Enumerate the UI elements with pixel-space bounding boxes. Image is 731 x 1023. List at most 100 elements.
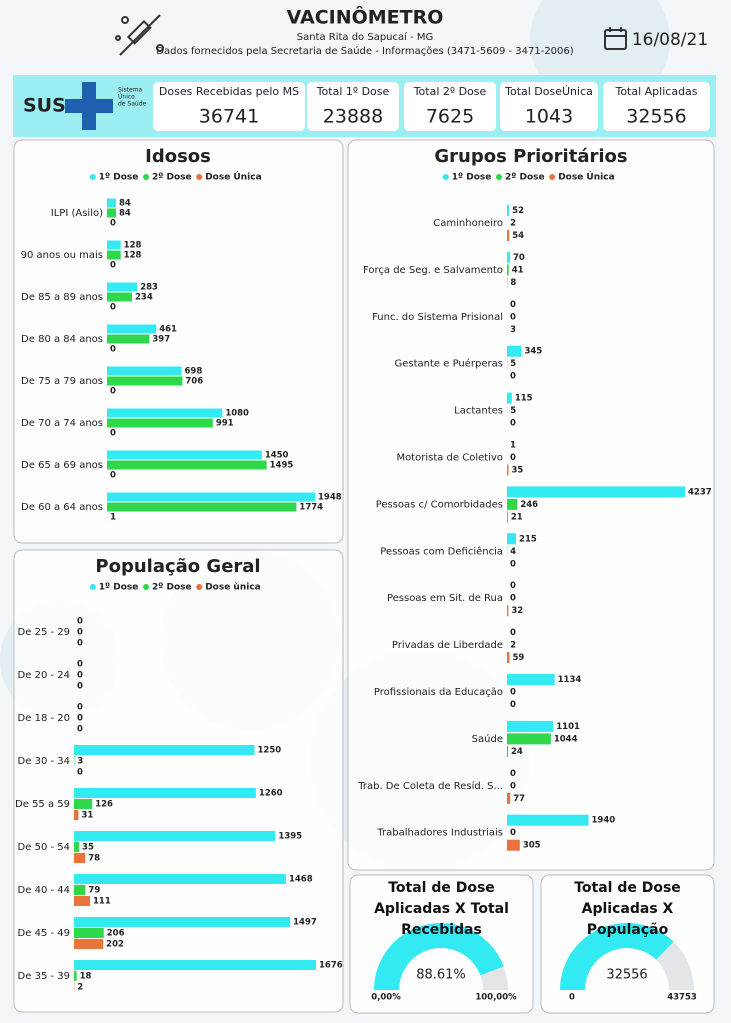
bar bbox=[74, 810, 79, 820]
category-label: De 85 a 89 anos bbox=[21, 292, 103, 303]
bar bbox=[74, 939, 104, 949]
bar bbox=[107, 418, 213, 428]
logo-cross bbox=[65, 82, 113, 130]
value-label: 111 bbox=[93, 897, 111, 907]
value-label: 0 bbox=[510, 828, 516, 838]
bar bbox=[74, 896, 91, 906]
value-label: 0 bbox=[510, 781, 516, 791]
legend-label: 1º Dose bbox=[99, 173, 139, 183]
value-label: 1395 bbox=[278, 832, 302, 842]
value-label: 0 bbox=[77, 639, 83, 649]
value-label: 0 bbox=[510, 419, 516, 429]
chart-title: População Geral bbox=[95, 556, 260, 577]
value-label: 18 bbox=[80, 972, 92, 982]
logo-line: Único bbox=[118, 94, 135, 101]
value-label: 0 bbox=[110, 219, 116, 229]
value-label: 0 bbox=[510, 300, 516, 310]
value-label: 32 bbox=[511, 606, 523, 616]
legend-marker bbox=[143, 584, 149, 590]
bar bbox=[74, 874, 286, 884]
bar bbox=[107, 376, 183, 386]
gauge-min: 0 bbox=[569, 993, 575, 1003]
value-label: 21 bbox=[511, 512, 523, 522]
category-label: ILPI (Asilo) bbox=[51, 208, 103, 219]
category-label: Trab. De Coleta de Resíd. S... bbox=[357, 780, 503, 792]
category-label: Gestante e Puérperas bbox=[395, 358, 504, 370]
value-label: 1497 bbox=[293, 918, 317, 928]
kpi-label: Total DoseÚnica bbox=[504, 85, 593, 98]
bar bbox=[507, 792, 511, 804]
category-label: De 50 - 54 bbox=[18, 842, 70, 853]
bar bbox=[74, 831, 276, 841]
category-label: De 25 - 29 bbox=[18, 627, 70, 638]
value-label: 77 bbox=[513, 794, 525, 804]
bar bbox=[74, 853, 86, 863]
value-label: 0 bbox=[77, 714, 83, 724]
bar bbox=[507, 230, 510, 241]
value-label: 0 bbox=[510, 372, 516, 382]
category-label: Pessoas com Deficiência bbox=[380, 545, 503, 557]
category-label: De 75 a 79 anos bbox=[21, 376, 103, 387]
header-title: VACINÔMETRO bbox=[287, 5, 444, 29]
category-label: Func. do Sistema Prisional bbox=[372, 312, 503, 323]
category-label: Força de Seg. e Salvamento bbox=[363, 265, 503, 276]
kpi-label: Total 1º Dose bbox=[316, 85, 390, 98]
chart-title: Grupos Prioritários bbox=[434, 146, 627, 167]
legend-label: 1º Dose bbox=[99, 583, 139, 593]
header-subtitle: Santa Rita do Sapucaí - MG bbox=[297, 31, 434, 43]
category-label: 90 anos ou mais bbox=[21, 250, 103, 261]
value-label: 0 bbox=[77, 682, 83, 692]
bar bbox=[107, 450, 262, 460]
value-label: 1250 bbox=[257, 746, 281, 756]
bar bbox=[107, 502, 297, 512]
gauge-max: 43753 bbox=[667, 993, 697, 1003]
legend-marker bbox=[442, 174, 449, 180]
bar bbox=[107, 460, 267, 470]
legend-marker bbox=[196, 174, 203, 180]
legend-marker bbox=[89, 174, 96, 180]
value-label: 3 bbox=[77, 757, 83, 767]
bar bbox=[507, 498, 518, 510]
value-label: 234 bbox=[135, 293, 153, 303]
value-label: 0 bbox=[510, 453, 516, 463]
value-label: 991 bbox=[216, 419, 234, 429]
value-label: 1101 bbox=[556, 722, 580, 732]
category-label: Caminhoneiro bbox=[433, 218, 503, 229]
value-label: 0 bbox=[77, 660, 83, 670]
kpi-label: Total Aplicadas bbox=[614, 85, 697, 98]
value-label: 1495 bbox=[270, 461, 294, 471]
kpi-value: 32556 bbox=[626, 106, 686, 128]
header-source: Dados fornecidos pela Secretaria de Saúd… bbox=[156, 45, 573, 57]
value-label: 0 bbox=[110, 261, 116, 271]
value-label: 128 bbox=[124, 251, 142, 261]
bar bbox=[507, 486, 685, 498]
bar bbox=[107, 282, 138, 292]
value-label: 0 bbox=[110, 345, 116, 355]
value-label: 84 bbox=[119, 209, 131, 219]
value-label: 0 bbox=[77, 617, 83, 627]
category-label: De 40 - 44 bbox=[18, 885, 70, 896]
value-label: 0 bbox=[110, 429, 116, 439]
value-label: 305 bbox=[523, 841, 541, 851]
value-label: 84 bbox=[119, 199, 131, 209]
value-label: 31 bbox=[81, 811, 93, 821]
chart-title: Idosos bbox=[145, 146, 211, 167]
value-label: 1940 bbox=[592, 816, 616, 826]
legend-label: Dose Única bbox=[558, 171, 614, 183]
category-label: De 30 - 34 bbox=[18, 756, 70, 767]
bar bbox=[507, 733, 551, 745]
legend-label: Dose ùnica bbox=[205, 583, 261, 593]
value-label: 215 bbox=[519, 534, 537, 544]
calendar-icon bbox=[604, 27, 627, 50]
legend-label: 2º Dose bbox=[152, 173, 192, 183]
value-label: 0 bbox=[510, 700, 516, 710]
gauge-min: 0,00% bbox=[371, 993, 401, 1003]
value-label: 70 bbox=[513, 253, 525, 263]
bar bbox=[107, 408, 223, 418]
bar bbox=[107, 292, 132, 302]
value-label: 78 bbox=[88, 854, 100, 864]
value-label: 0 bbox=[510, 594, 516, 604]
bar bbox=[507, 745, 509, 757]
legend-label: 1º Dose bbox=[452, 173, 492, 183]
